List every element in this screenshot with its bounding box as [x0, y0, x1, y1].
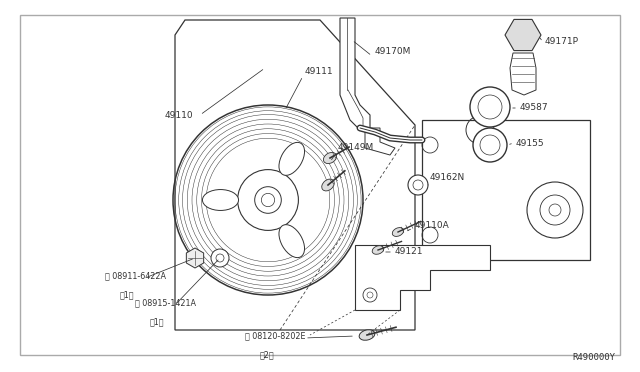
Text: 49111: 49111: [305, 67, 333, 77]
Text: Ⓑ 08120-8202E: Ⓑ 08120-8202E: [245, 331, 305, 340]
Text: 49155: 49155: [516, 138, 545, 148]
Circle shape: [211, 249, 229, 267]
Text: R490000Y: R490000Y: [572, 353, 615, 362]
Circle shape: [470, 87, 510, 127]
Ellipse shape: [202, 190, 239, 211]
Polygon shape: [510, 53, 536, 95]
Text: 49149M: 49149M: [338, 144, 374, 153]
Circle shape: [408, 175, 428, 195]
Text: （1）: （1）: [120, 290, 134, 299]
Text: （2）: （2）: [260, 350, 275, 359]
Text: 49170M: 49170M: [375, 48, 412, 57]
Polygon shape: [365, 128, 395, 155]
Text: 49110: 49110: [165, 110, 194, 119]
Text: 49121: 49121: [395, 247, 424, 257]
Circle shape: [255, 187, 282, 213]
Polygon shape: [340, 18, 370, 130]
Circle shape: [527, 182, 583, 238]
Text: Ⓝ 08911-6422A: Ⓝ 08911-6422A: [105, 271, 166, 280]
Ellipse shape: [359, 330, 375, 340]
Text: （1）: （1）: [150, 317, 164, 326]
Ellipse shape: [372, 246, 384, 254]
Text: 49162N: 49162N: [430, 173, 465, 183]
Text: 49110A: 49110A: [415, 221, 450, 230]
Ellipse shape: [279, 142, 305, 175]
Text: 49171P: 49171P: [545, 38, 579, 46]
Ellipse shape: [322, 179, 334, 191]
Ellipse shape: [323, 153, 337, 164]
Ellipse shape: [279, 225, 305, 258]
Ellipse shape: [392, 228, 404, 237]
Text: Ⓜ 08915-1421A: Ⓜ 08915-1421A: [135, 298, 196, 307]
Polygon shape: [355, 245, 490, 310]
Polygon shape: [422, 120, 590, 260]
Text: 49587: 49587: [520, 103, 548, 112]
Circle shape: [473, 128, 507, 162]
